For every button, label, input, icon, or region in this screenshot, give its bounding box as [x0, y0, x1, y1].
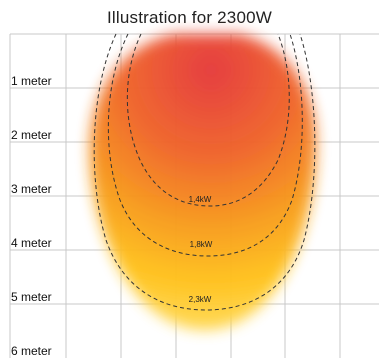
distance-label-4: 4 meter — [11, 236, 52, 250]
illustration-title: Illustration for 2300W — [106, 8, 273, 27]
isoline-1-8kw — [107, 33, 303, 257]
distance-label-6: 6 meter — [11, 344, 52, 358]
distance-label-2: 2 meter — [11, 128, 52, 142]
power-label-2-3kw: 2,3kW — [189, 295, 212, 304]
distance-label-3: 3 meter — [11, 182, 52, 196]
isoline-1-4kw — [126, 33, 290, 207]
power-label-1-8kw: 1,8kW — [190, 240, 213, 249]
distance-labels: 1 meter 2 meter 3 meter 4 meter 5 meter … — [11, 74, 52, 358]
distance-label-1: 1 meter — [11, 74, 52, 88]
isoline-2-3kw — [93, 33, 316, 311]
heat-zone — [89, 34, 317, 330]
distance-label-5: 5 meter — [11, 290, 52, 304]
power-label-1-4kw: 1,4kW — [189, 195, 212, 204]
power-labels: 1,4kW 1,8kW 2,3kW — [189, 195, 213, 304]
